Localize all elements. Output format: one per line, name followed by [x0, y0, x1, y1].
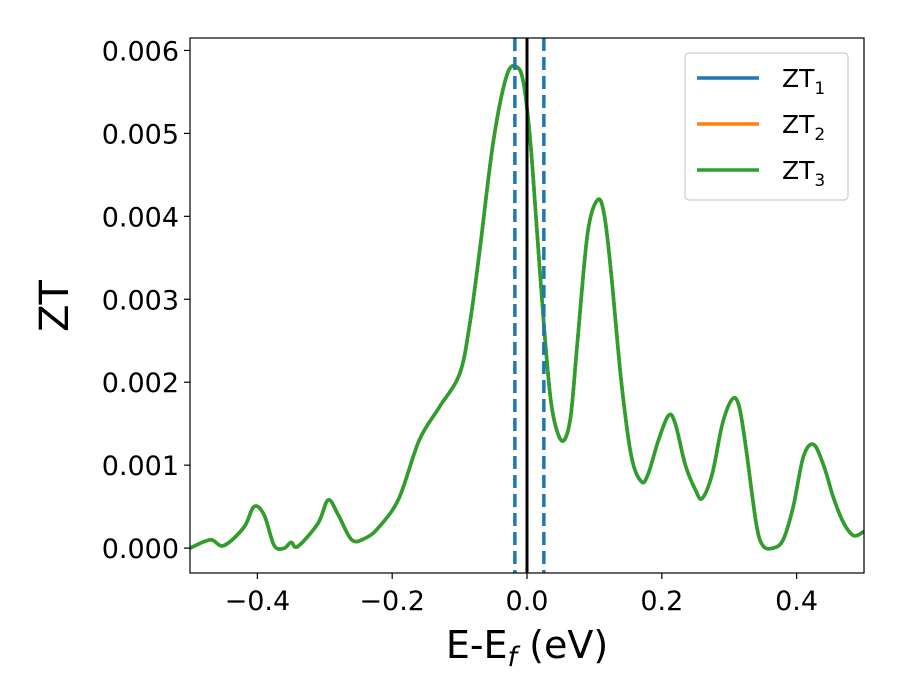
- legend-label-1: ZT1: [782, 64, 825, 99]
- series-line-3: [190, 64, 864, 551]
- legend-label-subscript: 3: [814, 171, 825, 191]
- legend-label-subscript: 2: [814, 125, 825, 145]
- y-tick-label: 0.001: [102, 451, 179, 482]
- reference-lines: [513, 38, 546, 573]
- legend-label-2: ZT2: [782, 110, 825, 145]
- y-tick-label: 0.003: [102, 285, 179, 316]
- x-axis-ticks: −0.4 −0.2 0.0 0.2 0.4: [225, 573, 818, 617]
- y-axis-title: ZT: [32, 280, 78, 332]
- legend-label-main: ZT: [782, 110, 815, 139]
- y-axis-ticks: 0.000 0.001 0.002 0.003 0.004 0.005 0.006: [102, 36, 190, 565]
- x-tick-label: −0.2: [359, 586, 425, 617]
- y-tick-label: 0.006: [102, 36, 179, 67]
- legend-label-subscript: 1: [814, 79, 825, 99]
- x-tick-label: 0.2: [640, 586, 683, 617]
- legend-label-main: ZT: [782, 156, 815, 185]
- legend-box: [684, 52, 849, 201]
- series-layer: [190, 64, 864, 551]
- legend-label-main: ZT: [782, 64, 815, 93]
- legend-label-3: ZT3: [782, 156, 825, 191]
- x-tick-label: 0.0: [506, 586, 549, 617]
- x-axis-title: E-Ef (eV): [446, 623, 608, 673]
- x-axis-title-suffix: (eV): [517, 623, 608, 667]
- y-tick-label: 0.004: [102, 202, 179, 233]
- x-tick-label: −0.4: [225, 586, 291, 617]
- x-axis-title-main: E-E: [446, 623, 508, 667]
- y-tick-label: 0.000: [102, 534, 179, 565]
- y-tick-label: 0.002: [102, 368, 179, 399]
- x-tick-label: 0.4: [775, 586, 818, 617]
- y-tick-label: 0.005: [102, 119, 179, 150]
